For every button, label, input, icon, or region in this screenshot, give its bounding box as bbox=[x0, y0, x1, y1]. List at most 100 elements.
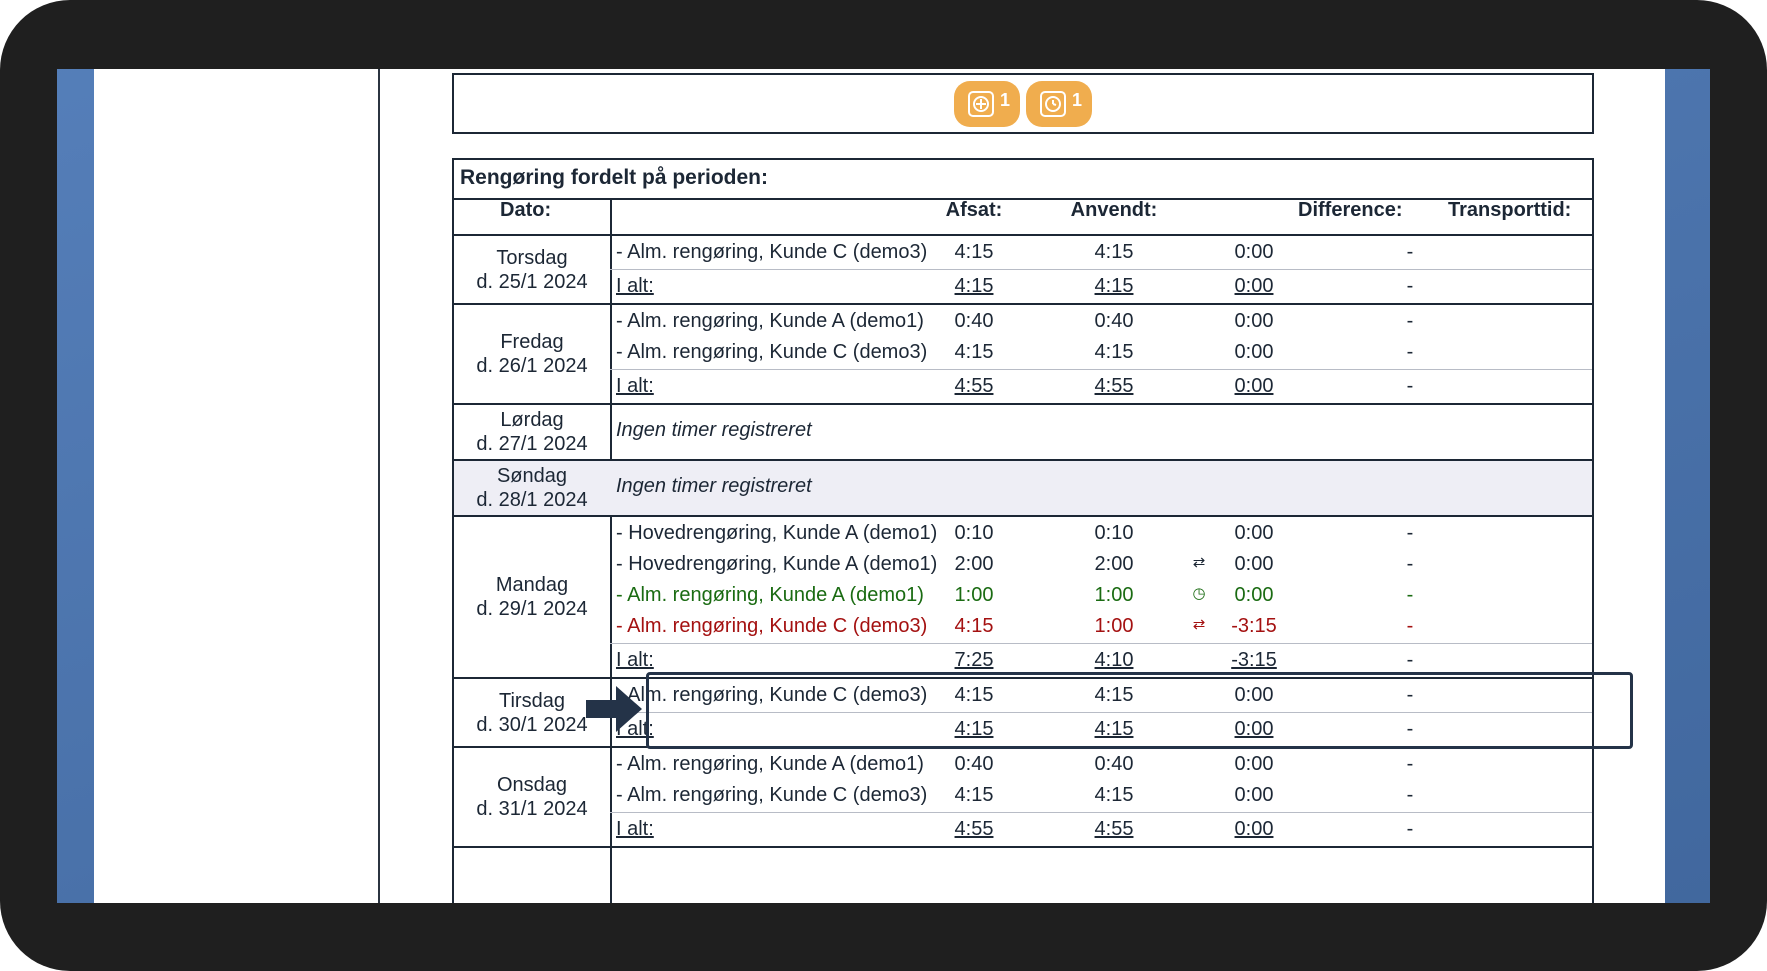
planned-value: 4:15 bbox=[954, 784, 994, 806]
day-separator bbox=[454, 459, 1592, 461]
row-dash: - bbox=[616, 310, 628, 332]
swap-arrows-icon[interactable]: ⇄ bbox=[1192, 554, 1206, 571]
total-label-link[interactable]: I alt: bbox=[616, 649, 654, 671]
used-value: 2:00 ⇄ bbox=[1054, 553, 1206, 576]
difference-value: -3:15 bbox=[1231, 615, 1277, 637]
row-dash: - bbox=[616, 753, 628, 775]
row-dash: - bbox=[616, 784, 628, 806]
time-badge-button[interactable]: 1 bbox=[1026, 81, 1093, 127]
weekday-label: Torsdag bbox=[496, 246, 568, 269]
total-planned-link[interactable]: 4:55 bbox=[954, 375, 994, 397]
planned-value: 4:15 bbox=[954, 615, 994, 637]
total-label-link[interactable]: I alt: bbox=[616, 818, 654, 840]
row-separator bbox=[610, 269, 1592, 270]
total-label-link[interactable]: I alt: bbox=[616, 375, 654, 397]
transport-value: - bbox=[1406, 684, 1414, 706]
badge-count: 1 bbox=[1072, 89, 1083, 110]
total-transport-value: - bbox=[1406, 275, 1414, 297]
row-dash: - bbox=[616, 341, 628, 363]
row-separator bbox=[610, 643, 1592, 644]
total-difference-link[interactable]: -3:15 bbox=[1231, 649, 1277, 671]
task-name: Alm. rengøring, Kunde A (demo1) bbox=[627, 584, 924, 606]
task-name: Hovedrengøring, Kunde A (demo1) bbox=[628, 522, 938, 544]
action-toolbar: 1 1 bbox=[452, 73, 1594, 134]
planned-value: 2:00 bbox=[954, 553, 994, 575]
used-text: 4:15 bbox=[1094, 784, 1134, 806]
day-separator bbox=[454, 846, 1592, 848]
used-value: 4:15 bbox=[1054, 684, 1174, 707]
difference-value: 0:00 bbox=[1234, 784, 1274, 806]
header-difference: Difference: bbox=[1298, 199, 1403, 221]
total-used-link[interactable]: 4:10 bbox=[1094, 649, 1134, 671]
used-text: 0:40 bbox=[1094, 753, 1134, 775]
task-name: Alm. rengøring, Kunde A (demo1) bbox=[627, 753, 924, 775]
task-row-name: - Alm. rengøring, Kunde A (demo1) bbox=[616, 584, 924, 607]
used-value: 4:15 bbox=[1054, 241, 1174, 264]
highlighted-rows-frame bbox=[646, 672, 1633, 749]
date-label: d. 28/1 2024 bbox=[476, 489, 588, 511]
date-label: d. 31/1 2024 bbox=[476, 798, 588, 820]
planned-value: 4:15 bbox=[954, 684, 994, 706]
swap-arrows-icon[interactable]: ⇄ bbox=[1192, 616, 1206, 633]
day-separator bbox=[454, 677, 1592, 679]
used-value: 0:10 bbox=[1054, 522, 1174, 545]
task-row-name: - Hovedrengøring, Kunde A (demo1) bbox=[616, 522, 937, 545]
empty-day-label: Ingen timer registreret bbox=[616, 419, 812, 441]
difference-value: 0:00 bbox=[1234, 684, 1274, 706]
total-planned-link[interactable]: 4:55 bbox=[954, 818, 994, 840]
day-cell: Lørdag d. 27/1 2024 bbox=[454, 408, 610, 456]
empty-day-label: Ingen timer registreret bbox=[616, 475, 812, 497]
transport-value: - bbox=[1406, 753, 1414, 775]
planned-value: 0:40 bbox=[954, 310, 994, 332]
day-cell: Torsdag d. 25/1 2024 bbox=[454, 246, 610, 294]
used-value: 4:15 bbox=[1054, 784, 1174, 807]
day-separator bbox=[454, 403, 1592, 405]
weekday-label: Tirsdag bbox=[499, 689, 565, 712]
total-difference-link[interactable]: 0:00 bbox=[1234, 718, 1274, 740]
header-date: Dato: bbox=[500, 199, 552, 221]
task-row-name: - Alm. rengøring, Kunde C (demo3) bbox=[616, 341, 927, 364]
total-transport-value: - bbox=[1406, 375, 1414, 397]
clock-icon bbox=[1040, 91, 1066, 117]
task-row-name: - Hovedrengøring, Kunde A (demo1) bbox=[616, 553, 937, 576]
transport-value: - bbox=[1406, 522, 1414, 544]
row-dash: - bbox=[616, 241, 628, 263]
total-used-link[interactable]: 4:55 bbox=[1094, 818, 1134, 840]
date-label: d. 30/1 2024 bbox=[476, 713, 588, 736]
used-text: 0:40 bbox=[1094, 310, 1134, 332]
transport-value: - bbox=[1406, 241, 1414, 263]
row-dash: - bbox=[616, 553, 629, 575]
day-separator bbox=[454, 515, 1592, 517]
transport-value: - bbox=[1406, 784, 1414, 806]
task-name: Alm. rengøring, Kunde C (demo3) bbox=[627, 341, 928, 363]
total-difference-link[interactable]: 0:00 bbox=[1234, 375, 1274, 397]
planned-value: 0:40 bbox=[954, 753, 994, 775]
used-text: 2:00 bbox=[1094, 553, 1134, 575]
used-text: 4:15 bbox=[1094, 341, 1134, 363]
clock-check-icon[interactable]: ◷ bbox=[1192, 585, 1206, 602]
row-dash: - bbox=[616, 615, 628, 637]
difference-value: 0:00 bbox=[1234, 241, 1274, 263]
task-name: Alm. rengøring, Kunde C (demo3) bbox=[627, 615, 928, 637]
total-used-link[interactable]: 4:55 bbox=[1094, 375, 1134, 397]
weekend-shade bbox=[454, 461, 1592, 515]
total-transport-value: - bbox=[1406, 718, 1414, 740]
total-used-link[interactable]: 4:15 bbox=[1094, 275, 1134, 297]
task-name: Alm. rengøring, Kunde C (demo3) bbox=[627, 241, 928, 263]
total-planned-link[interactable]: 4:15 bbox=[954, 275, 994, 297]
total-planned-link[interactable]: 7:25 bbox=[954, 649, 994, 671]
used-text: 4:15 bbox=[1094, 241, 1134, 263]
total-used-link[interactable]: 4:15 bbox=[1094, 718, 1134, 740]
date-label: d. 27/1 2024 bbox=[476, 433, 588, 455]
total-label-link[interactable]: I alt: bbox=[616, 275, 654, 297]
planned-value: 1:00 bbox=[954, 584, 994, 606]
total-planned-link[interactable]: 4:15 bbox=[954, 718, 994, 740]
row-separator bbox=[610, 812, 1592, 813]
total-difference-link[interactable]: 0:00 bbox=[1234, 818, 1274, 840]
used-value: 0:40 bbox=[1054, 310, 1174, 333]
day-separator bbox=[454, 303, 1592, 305]
task-row-name: - Alm. rengøring, Kunde C (demo3) bbox=[616, 241, 927, 264]
add-task-badge-button[interactable]: 1 bbox=[953, 81, 1020, 127]
total-difference-link[interactable]: 0:00 bbox=[1234, 275, 1274, 297]
total-transport-value: - bbox=[1406, 818, 1414, 840]
